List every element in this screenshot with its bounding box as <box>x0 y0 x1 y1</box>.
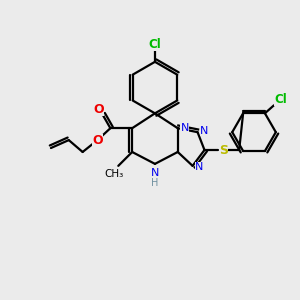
Text: N: N <box>181 123 189 133</box>
Text: Cl: Cl <box>148 38 161 52</box>
Text: CH₃: CH₃ <box>105 169 124 179</box>
Text: S: S <box>219 143 228 157</box>
Text: Cl: Cl <box>274 93 287 106</box>
Text: H: H <box>151 178 159 188</box>
Text: N: N <box>151 168 159 178</box>
Text: N: N <box>200 126 209 136</box>
Text: O: O <box>92 134 103 147</box>
Text: O: O <box>93 103 104 116</box>
Text: N: N <box>195 162 204 172</box>
